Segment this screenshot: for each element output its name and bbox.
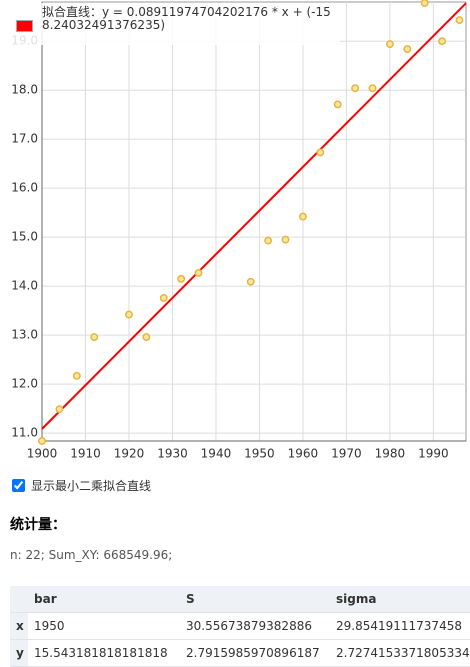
point	[125, 310, 133, 319]
point	[385, 40, 394, 49]
point	[72, 371, 81, 380]
x-tick-label: 1970	[331, 447, 362, 461]
point	[368, 84, 377, 93]
table-row: y 15.543181818181818 2.7915985970896187 2.7…	[10, 639, 470, 667]
y-tick-label: 18.0	[11, 83, 38, 97]
x-tick-label: 1980	[375, 447, 406, 461]
point	[438, 37, 447, 46]
y-tick-label: 16.0	[11, 181, 38, 195]
x-tick-label: 1990	[418, 447, 449, 461]
point	[281, 235, 290, 244]
point	[38, 437, 46, 445]
checkbox-label: 显示最小二乘拟合直线	[31, 479, 152, 493]
point	[298, 212, 307, 221]
point	[403, 45, 412, 53]
y-tick-label: 17.0	[11, 132, 38, 146]
point	[246, 277, 255, 286]
y-tick-label: 13.0	[11, 328, 38, 342]
x-tick-label: 1950	[244, 447, 275, 461]
point	[420, 0, 429, 7]
column-header: sigma	[330, 586, 470, 613]
y-tick-label: 12.0	[11, 377, 38, 391]
corner	[10, 586, 28, 613]
table-row: x 1950 30.55673879382886 29.85419111737458	[10, 612, 470, 640]
legend-swatch	[16, 20, 33, 32]
legend-label: 拟合直线：y = 0.08911974704202176 * x + (-158…	[42, 5, 331, 32]
legend: 拟合直线：y = 0.08911974704202176 * x + (-158…	[10, 3, 340, 45]
checkbox-row[interactable]: 显示最小二乘拟合直线	[12, 477, 151, 494]
point	[351, 84, 360, 93]
point	[333, 100, 342, 109]
row-header: x	[10, 612, 28, 640]
table-cell: 2.7915985970896187	[180, 639, 330, 667]
x-tick-label: 1920	[114, 447, 145, 461]
table-cell: 29.85419111737458	[330, 612, 470, 640]
y-tick-label: 11.0	[11, 426, 38, 440]
point	[194, 268, 203, 277]
point	[90, 333, 99, 342]
table-cell: 15.543181818181818	[28, 639, 180, 667]
column-header: S	[180, 586, 330, 613]
stats-summary: n: 22; Sum_XY: 668549.96;	[10, 548, 173, 562]
x-tick-label: 1900	[27, 447, 58, 461]
table-cell: 30.55673879382886	[180, 612, 330, 640]
x-tick-label: 1940	[201, 447, 232, 461]
y-tick-label: 15.0	[11, 230, 38, 244]
x-tick-label: 1960	[288, 447, 319, 461]
row-header: y	[10, 639, 28, 667]
fit-line	[41, 2, 467, 430]
point	[55, 405, 64, 414]
point	[159, 293, 168, 302]
point	[316, 148, 325, 157]
stats-heading: 统计量：	[10, 517, 66, 533]
chart: 11.012.013.014.015.016.017.018.019.01900…	[11, 0, 467, 461]
x-tick-label: 1930	[157, 447, 188, 461]
point	[264, 236, 273, 245]
point	[177, 274, 186, 283]
column-header: bar	[28, 586, 180, 613]
checkbox[interactable]	[12, 479, 25, 492]
y-tick-label: 14.0	[11, 279, 38, 293]
x-tick-label: 1910	[70, 447, 101, 461]
point	[455, 16, 464, 25]
point	[142, 333, 151, 342]
table-cell: 1950	[28, 612, 180, 640]
table-cell: 2.7274153371805334	[330, 639, 470, 667]
